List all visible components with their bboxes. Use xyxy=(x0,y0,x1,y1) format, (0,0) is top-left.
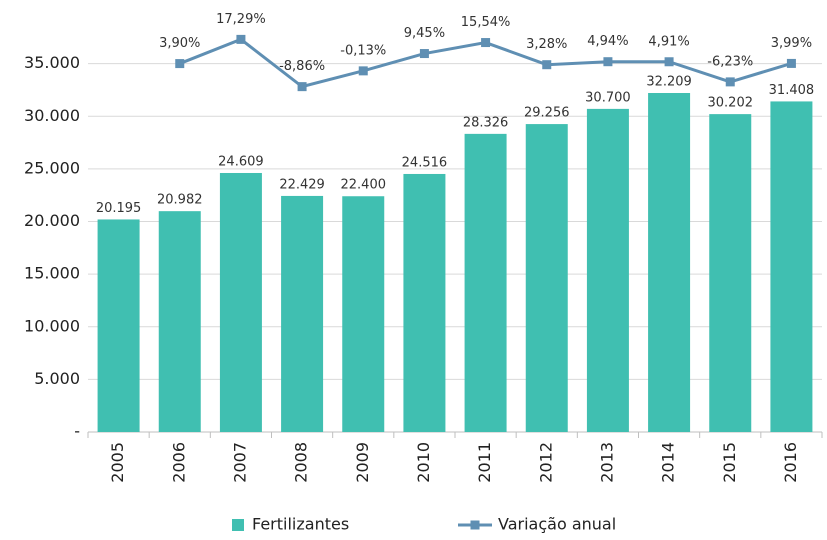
y-tick-label: 10.000 xyxy=(24,316,80,335)
line-marker xyxy=(175,59,185,69)
y-tick-label: 5.000 xyxy=(34,369,80,388)
x-tick-label: 2010 xyxy=(414,442,433,483)
y-tick-label: - xyxy=(74,422,80,441)
data-label: 20.195 xyxy=(96,201,142,216)
data-label: 3,28% xyxy=(526,37,567,52)
line-marker xyxy=(358,66,368,76)
x-tick-label: 2011 xyxy=(475,442,494,483)
line-marker xyxy=(603,57,613,67)
data-label: 22.400 xyxy=(341,178,387,193)
data-label: -8,86% xyxy=(279,59,325,74)
bar xyxy=(281,195,324,432)
bar xyxy=(403,173,446,432)
data-label: 31.408 xyxy=(769,83,815,98)
x-tick-label: 2013 xyxy=(597,442,616,483)
line-marker xyxy=(725,77,735,87)
line-marker xyxy=(297,82,307,92)
data-label: 4,91% xyxy=(648,34,689,49)
bar xyxy=(648,93,691,432)
bar xyxy=(342,196,385,432)
data-label: 30.202 xyxy=(708,96,754,111)
x-tick-label: 2009 xyxy=(353,442,372,483)
legend-swatch xyxy=(470,520,480,530)
data-label: -0,13% xyxy=(340,43,386,58)
bar xyxy=(464,133,507,433)
line-marker xyxy=(419,49,429,59)
line-marker xyxy=(236,34,246,44)
bar xyxy=(709,114,752,432)
data-label: 17,29% xyxy=(216,12,266,27)
data-label: 32.209 xyxy=(646,75,692,90)
bar xyxy=(97,219,140,432)
x-tick-label: 2015 xyxy=(720,442,739,483)
x-tick-label: 2012 xyxy=(536,442,555,483)
line-marker xyxy=(481,38,491,48)
x-tick-label: 2014 xyxy=(659,442,678,483)
bar xyxy=(158,211,201,432)
line-marker xyxy=(786,58,796,68)
legend-label: Variação anual xyxy=(498,515,616,534)
data-label: 9,45% xyxy=(404,26,445,41)
data-label: 24.516 xyxy=(402,155,448,170)
bar xyxy=(525,124,568,432)
x-tick-label: 2006 xyxy=(169,442,188,483)
x-tick-label: 2008 xyxy=(292,442,311,483)
x-tick-label: 2005 xyxy=(108,442,127,483)
y-tick-label: 25.000 xyxy=(24,158,80,177)
data-label: 3,99% xyxy=(771,36,812,51)
data-label: -6,23% xyxy=(707,54,753,69)
data-label: 29.256 xyxy=(524,106,570,121)
data-label: 24.609 xyxy=(218,154,264,169)
line-marker xyxy=(542,60,552,70)
y-tick-label: 15.000 xyxy=(24,264,80,283)
line-marker xyxy=(664,57,674,67)
data-label: 4,94% xyxy=(587,34,628,49)
legend-swatch xyxy=(232,519,244,531)
legend-label: Fertilizantes xyxy=(252,515,349,534)
data-label: 30.700 xyxy=(585,90,631,105)
y-tick-label: 30.000 xyxy=(24,106,80,125)
y-tick-label: 20.000 xyxy=(24,211,80,230)
bar xyxy=(219,172,262,432)
y-tick-label: 35.000 xyxy=(24,53,80,72)
data-label: 3,90% xyxy=(159,36,200,51)
data-label: 15,54% xyxy=(461,15,511,30)
x-tick-label: 2016 xyxy=(781,442,800,483)
data-label: 20.982 xyxy=(157,193,203,208)
data-label: 22.429 xyxy=(279,177,325,192)
x-tick-label: 2007 xyxy=(230,442,249,483)
bar xyxy=(770,101,813,433)
data-label: 28.326 xyxy=(463,115,509,130)
bar xyxy=(586,108,629,432)
